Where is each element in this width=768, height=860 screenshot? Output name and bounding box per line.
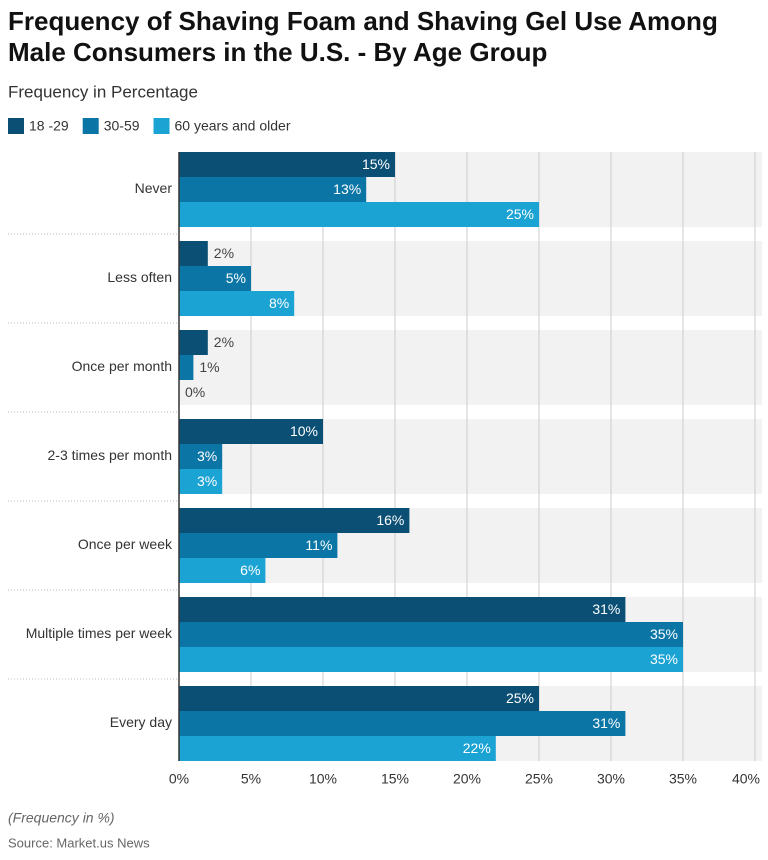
legend-swatch (153, 118, 170, 134)
value-label: 35% (650, 651, 678, 667)
value-label: 15% (362, 156, 390, 172)
legend-swatch (82, 118, 99, 134)
value-label: 1% (199, 359, 219, 375)
bar (179, 202, 539, 227)
value-label: 3% (197, 473, 217, 489)
legend-label: 60 years and older (175, 118, 291, 134)
legend-swatch (8, 118, 24, 134)
bar (179, 469, 223, 494)
source: Source: Market.us News (8, 835, 150, 850)
x-tick-label: 15% (381, 771, 409, 787)
value-label: 31% (592, 715, 620, 731)
value-label: 11% (305, 537, 332, 553)
chart-title: Frequency of Shaving Foam and Shaving Ge… (8, 6, 718, 67)
bar (179, 622, 683, 647)
bar (179, 241, 208, 266)
y-tick-label: Once per month (72, 358, 172, 374)
y-tick-label: Less often (107, 269, 172, 285)
legend-label: 18 -29 (29, 118, 69, 134)
value-label: 31% (592, 601, 620, 617)
x-tick-label: 10% (309, 771, 337, 787)
x-tick-label: 5% (241, 771, 261, 787)
value-label: 22% (463, 740, 491, 756)
value-label: 10% (290, 423, 318, 439)
bar (179, 330, 208, 355)
value-label: 25% (506, 206, 534, 222)
y-tick-label: Once per week (78, 536, 173, 552)
bar (179, 177, 367, 202)
bar (179, 419, 323, 444)
legend-label: 30-59 (104, 118, 140, 134)
y-tick-label: Every day (110, 714, 172, 730)
bar (179, 266, 251, 291)
note: (Frequency in %) (8, 810, 115, 826)
value-label: 3% (197, 448, 217, 464)
value-label: 2% (214, 334, 234, 350)
value-label: 8% (269, 295, 289, 311)
value-label: 16% (376, 512, 404, 528)
value-label: 2% (214, 245, 234, 261)
bar (179, 291, 295, 316)
x-tick-label: 25% (525, 771, 553, 787)
chart-subtitle: Frequency in Percentage (8, 82, 198, 101)
value-label: 13% (333, 181, 361, 197)
bar (179, 508, 410, 533)
value-label: 6% (240, 562, 260, 578)
y-tick-label: Multiple times per week (26, 625, 173, 641)
y-tick-label: 2-3 times per month (48, 447, 173, 463)
x-tick-label: 30% (597, 771, 625, 787)
value-label: 5% (226, 270, 246, 286)
x-tick-label: 40% (732, 771, 760, 787)
bar (179, 533, 338, 558)
group-background (179, 330, 762, 405)
bar (179, 444, 223, 469)
bar (179, 152, 395, 177)
value-label: 25% (506, 690, 534, 706)
value-label: 35% (650, 626, 678, 642)
bar (179, 736, 496, 761)
bar (179, 711, 626, 736)
x-tick-label: 20% (453, 771, 481, 787)
bar (179, 686, 539, 711)
y-tick-label: Never (135, 180, 173, 196)
bar (179, 558, 266, 583)
bar (179, 647, 683, 672)
bar (179, 597, 626, 622)
x-tick-label: 0% (169, 771, 189, 787)
bar (179, 355, 194, 380)
value-label: 0% (185, 384, 205, 400)
x-tick-label: 35% (669, 771, 697, 787)
